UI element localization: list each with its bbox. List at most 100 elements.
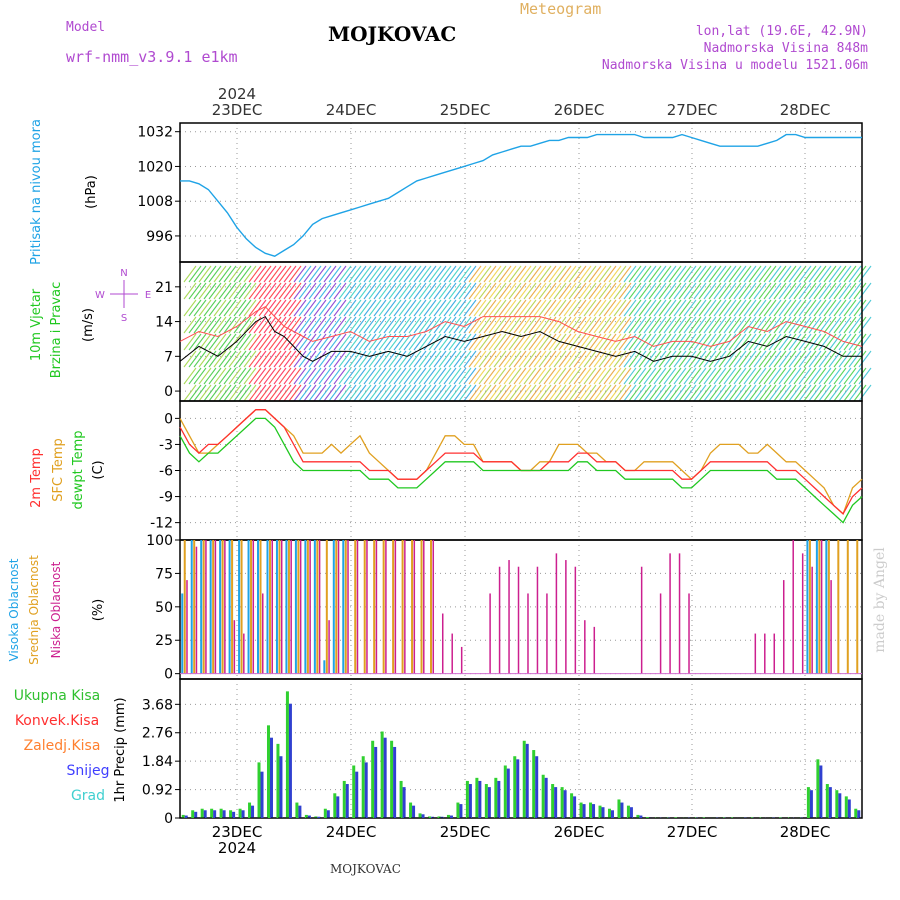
wind-barb: [713, 333, 727, 351]
wind-barb: [358, 384, 372, 402]
wind-barb: [628, 265, 642, 283]
precip-snow-bar: [847, 799, 851, 818]
precip-total-bar: [181, 814, 185, 818]
wind-barb: [353, 384, 367, 402]
wind-barb: [418, 316, 432, 334]
wind-barb: [313, 350, 327, 368]
wind-barb: [258, 282, 272, 300]
wind-barb: [623, 350, 637, 368]
wind-barb: [708, 333, 722, 351]
wind-barb: [763, 265, 777, 283]
wind-barb: [628, 384, 642, 402]
precip-legend-label: Konvek.Kisa: [15, 713, 99, 729]
precip-axis-label: 1hr Precip (mm): [113, 697, 128, 802]
wind-barb: [858, 333, 872, 351]
low-cloud-bar: [328, 620, 330, 674]
precip-snow-bar: [478, 780, 482, 818]
wind-barb: [618, 350, 632, 368]
wind-barb: [578, 299, 592, 317]
wind-barb: [183, 367, 197, 385]
wind-barb: [398, 265, 412, 283]
wind-barb: [673, 265, 687, 283]
wind-barb: [803, 350, 817, 368]
wind-barb: [643, 384, 657, 402]
wind-barb: [313, 282, 327, 300]
wind-barb: [443, 282, 457, 300]
wind-barb: [333, 299, 347, 317]
wind-barb: [298, 384, 312, 402]
wind-barb: [783, 384, 797, 402]
wind-barb: [308, 384, 322, 402]
temp2m-axis-label: 2m Temp: [29, 448, 44, 508]
wind-barb: [643, 282, 657, 300]
high-cloud-bar: [342, 540, 345, 674]
wind-barb: [708, 316, 722, 334]
wind-barb: [238, 282, 252, 300]
dewpt-axis-label: dewpt Temp: [71, 430, 86, 509]
wind-barb: [533, 265, 547, 283]
wind-barb: [418, 350, 432, 368]
wind-barb: [358, 333, 372, 351]
wind-barb: [273, 367, 287, 385]
wind-barb: [648, 316, 662, 334]
wind-barb: [338, 299, 352, 317]
precip-total-bar: [285, 691, 289, 818]
wind-barb: [553, 316, 567, 334]
wind-barb: [318, 316, 332, 334]
wind-barb: [673, 333, 687, 351]
wind-barb: [608, 282, 622, 300]
wind-barb: [528, 282, 542, 300]
wind-barb: [203, 350, 217, 368]
temperature-ytick-label: 0: [164, 411, 173, 427]
wind-barb: [223, 265, 237, 283]
wind-barb: [803, 282, 817, 300]
wind-barb: [433, 316, 447, 334]
wind-barb: [233, 350, 247, 368]
wind-barb: [523, 367, 537, 385]
precip-snow-bar: [487, 787, 491, 818]
wind-barb: [603, 333, 617, 351]
wind-barb: [203, 333, 217, 351]
wind-barb: [718, 282, 732, 300]
wind-barb: [633, 384, 647, 402]
wind-barb: [778, 367, 792, 385]
precip-snow-bar: [412, 805, 416, 818]
wind-barb: [618, 282, 632, 300]
wind-barb: [678, 265, 692, 283]
wind-barb: [288, 316, 302, 334]
wind-barb: [623, 265, 637, 283]
wind-barb: [203, 282, 217, 300]
wind-barb: [218, 282, 232, 300]
wind-barb: [578, 367, 592, 385]
wind-barb: [563, 367, 577, 385]
wind-barb: [503, 282, 517, 300]
wind-barb: [668, 265, 682, 283]
wind-barb: [518, 265, 532, 283]
wind-barb: [428, 265, 442, 283]
precip-snow-bar: [629, 807, 633, 818]
wind-barb: [848, 299, 862, 317]
wind-barb: [293, 384, 307, 402]
wind-barb: [238, 299, 252, 317]
wind-barb: [223, 350, 237, 368]
wind-barb: [548, 282, 562, 300]
wind-barb: [698, 316, 712, 334]
precip-snow-bar: [497, 780, 501, 818]
wind-barb: [218, 316, 232, 334]
low-cloud-bar: [233, 620, 236, 674]
wind-barb: [273, 350, 287, 368]
wind-barb: [823, 316, 837, 334]
wind-barb: [623, 367, 637, 385]
wind-barb: [548, 265, 562, 283]
wind-barb: [408, 282, 422, 300]
wind-barb: [568, 367, 582, 385]
precip-snow-bar: [449, 815, 453, 818]
compass-west: W: [95, 290, 105, 301]
wind-barb: [263, 350, 277, 368]
wind-barb: [823, 384, 837, 402]
wind-barb: [838, 384, 852, 402]
low-cloud-bar: [347, 540, 349, 674]
wind-barb: [443, 299, 457, 317]
wind-barb: [538, 350, 552, 368]
wind-barb: [743, 384, 757, 402]
